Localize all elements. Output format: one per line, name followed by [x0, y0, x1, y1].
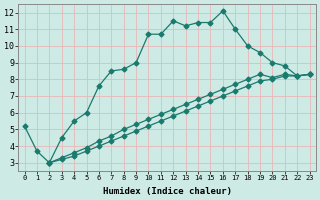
X-axis label: Humidex (Indice chaleur): Humidex (Indice chaleur) — [103, 187, 232, 196]
